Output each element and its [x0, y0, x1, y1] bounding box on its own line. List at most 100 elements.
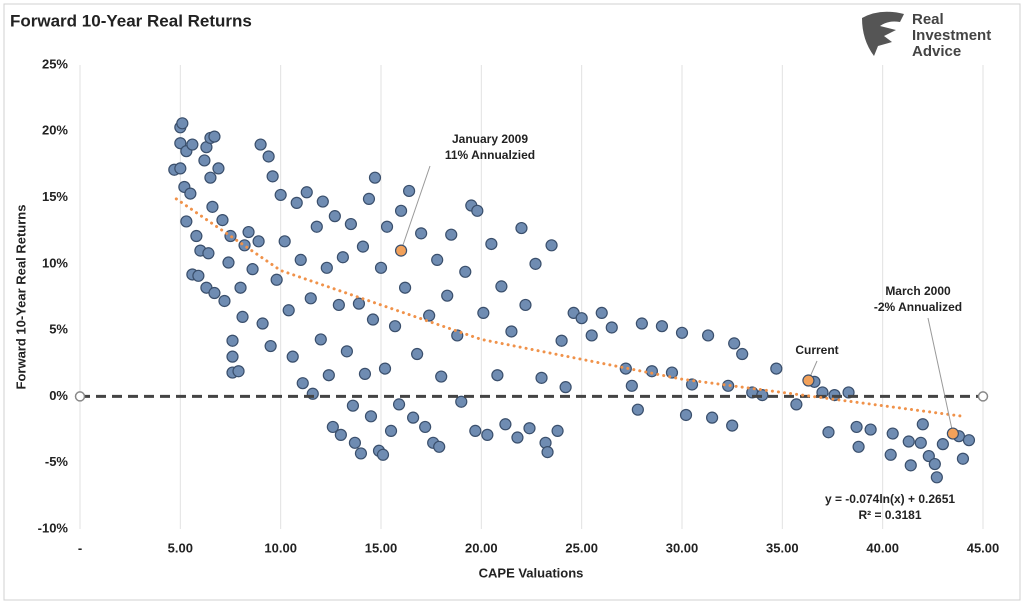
point: [174, 137, 187, 150]
point: [186, 138, 199, 151]
logo-text: Advice: [912, 43, 961, 60]
point: [511, 431, 524, 444]
point: [407, 411, 420, 424]
highlight-point: [394, 244, 408, 257]
point: [208, 130, 221, 143]
point: [254, 138, 267, 151]
point: [204, 171, 217, 184]
point: [326, 420, 339, 434]
point: [282, 304, 295, 317]
point: [202, 247, 215, 260]
point: [505, 325, 518, 338]
point: [645, 365, 659, 378]
point: [415, 227, 428, 240]
point: [728, 337, 741, 350]
point: [226, 350, 239, 363]
point: [956, 452, 970, 465]
point: [423, 309, 436, 322]
point: [316, 195, 329, 208]
point: [655, 320, 669, 333]
point: [340, 345, 353, 358]
point: [736, 347, 749, 361]
point: [304, 292, 317, 305]
point: [218, 294, 231, 308]
point: [208, 286, 221, 300]
point: [585, 329, 598, 342]
point: [392, 398, 406, 411]
zero-line-end: [977, 391, 989, 402]
point: [481, 428, 494, 441]
point: [411, 347, 424, 361]
point: [346, 399, 360, 412]
point: [296, 377, 309, 390]
point: [242, 225, 255, 239]
x-tick-label: 35.00: [766, 540, 799, 555]
point: [455, 395, 468, 408]
x-tick-label: 10.00: [264, 540, 297, 555]
point: [222, 256, 235, 269]
x-tick-label: 15.00: [365, 540, 398, 555]
x-tick-label: 40.00: [866, 540, 899, 555]
logo-text: Real: [912, 11, 944, 28]
point: [320, 261, 333, 274]
chart-border: [3, 3, 1021, 601]
highlight-point: [802, 374, 815, 387]
point: [236, 310, 249, 323]
point: [384, 424, 398, 437]
y-axis-label: Forward 10-Year Real Returns: [13, 205, 28, 390]
point: [374, 261, 388, 274]
point: [366, 313, 380, 326]
point: [477, 306, 490, 320]
point: [266, 170, 279, 183]
point: [852, 440, 865, 453]
point: [348, 436, 362, 449]
point: [368, 171, 382, 184]
point: [278, 235, 291, 248]
point: [352, 297, 366, 310]
point: [419, 420, 432, 434]
annotation: Current: [795, 343, 838, 357]
point: [902, 435, 915, 448]
point: [336, 251, 349, 264]
point: [398, 281, 412, 294]
point: [491, 369, 504, 382]
point: [206, 200, 219, 213]
point: [555, 334, 568, 347]
point: [310, 220, 323, 233]
point: [190, 229, 203, 243]
point: [226, 334, 239, 347]
point: [184, 187, 197, 200]
point: [850, 420, 863, 434]
point: [402, 184, 416, 198]
point: [575, 312, 588, 325]
y-tick-label: -10%: [38, 520, 69, 535]
point: [212, 162, 225, 175]
point: [238, 239, 251, 252]
point: [519, 298, 532, 312]
point: [362, 192, 376, 205]
point: [332, 298, 345, 312]
y-tick-label: 10%: [42, 255, 68, 270]
point: [523, 422, 536, 435]
point: [314, 333, 327, 346]
y-tick-label: 20%: [42, 123, 68, 138]
y-tick-label: 5%: [49, 322, 68, 337]
point: [904, 459, 917, 472]
point: [334, 428, 347, 441]
x-tick-label: 45.00: [967, 540, 1000, 555]
x-tick-label: 25.00: [565, 540, 598, 555]
point: [515, 221, 528, 235]
point: [234, 281, 247, 294]
point: [529, 257, 542, 270]
x-tick-label: 30.00: [666, 540, 699, 555]
point: [376, 448, 390, 461]
point: [262, 150, 275, 163]
point: [328, 210, 341, 223]
point: [625, 379, 638, 392]
point: [962, 434, 976, 447]
point: [216, 214, 229, 227]
point: [270, 273, 283, 286]
point: [665, 366, 679, 379]
point: [936, 438, 949, 451]
